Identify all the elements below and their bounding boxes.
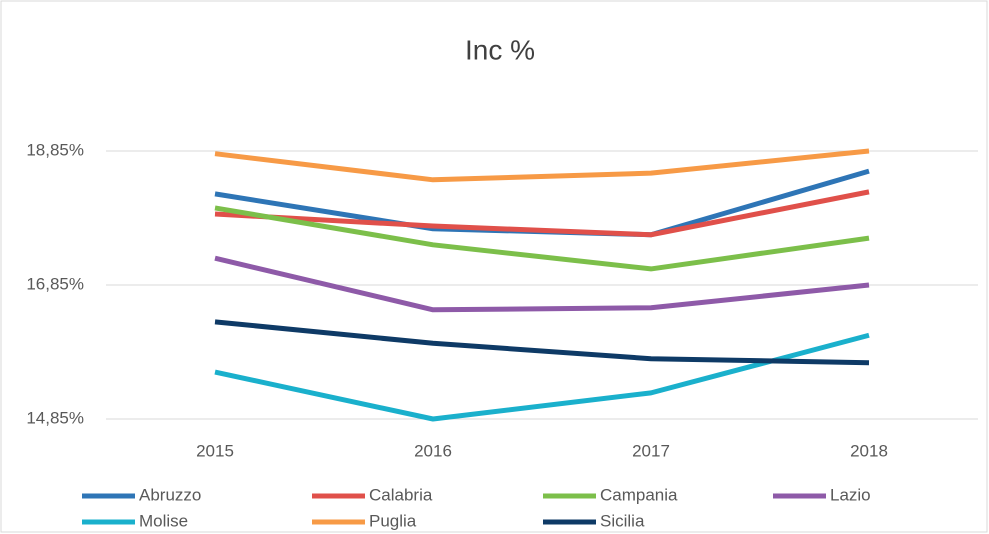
legend-label: Puglia: [369, 511, 417, 530]
y-tick-label: 18,85%: [26, 140, 84, 159]
series-line: [214, 148, 870, 183]
legend-label: Calabria: [369, 485, 433, 504]
x-tick-label: 2016: [414, 441, 452, 460]
x-tick-label: 2018: [850, 441, 888, 460]
series-line: [214, 189, 870, 238]
y-tick-label: 14,85%: [26, 408, 84, 427]
chart-title: Inc %: [465, 34, 535, 65]
legend-label: Molise: [139, 511, 188, 530]
series-line: [214, 255, 870, 313]
y-tick-label: 16,85%: [26, 274, 84, 293]
series-line: [214, 332, 870, 422]
series-line: [214, 319, 870, 366]
x-tick-label: 2017: [632, 441, 670, 460]
legend-label: Lazio: [830, 485, 871, 504]
legend-label: Campania: [600, 485, 678, 504]
legend-label: Abruzzo: [139, 485, 201, 504]
x-tick-label: 2015: [196, 441, 234, 460]
series-line: [214, 205, 870, 272]
legend-label: Sicilia: [600, 511, 645, 530]
